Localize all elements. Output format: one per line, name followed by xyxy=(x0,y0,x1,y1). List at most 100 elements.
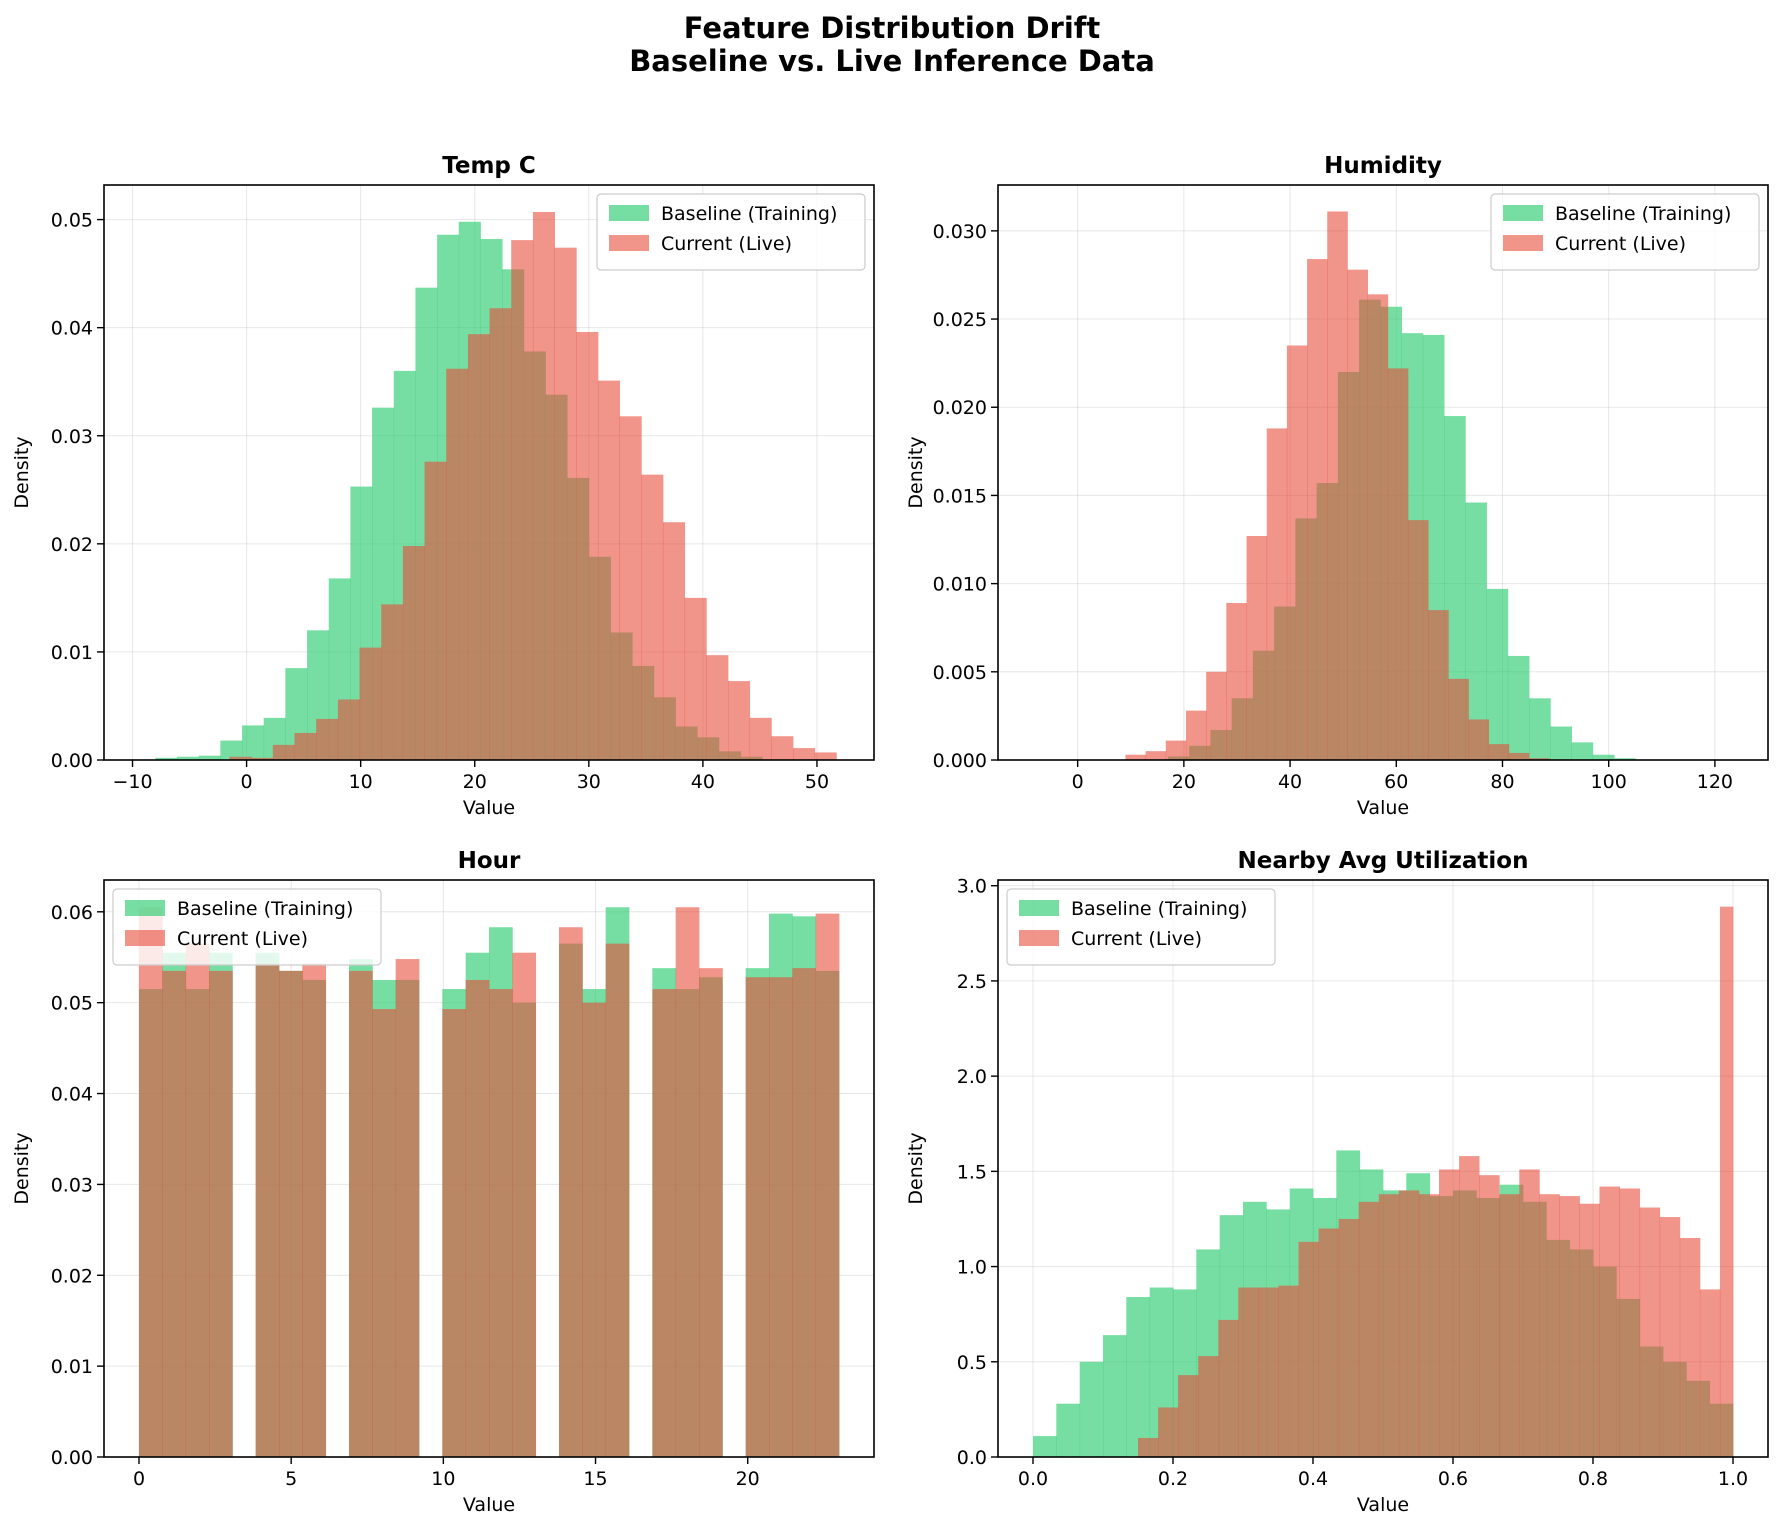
bar-current xyxy=(1298,1241,1319,1457)
bar-current xyxy=(1679,1238,1701,1457)
bars xyxy=(1125,211,1636,760)
x-tick-label: 15 xyxy=(583,1468,607,1490)
bar-current xyxy=(582,1002,607,1457)
bar-baseline xyxy=(1507,655,1530,760)
bar-current xyxy=(162,970,187,1457)
subplot-1: 0 20 40 60 80 100 120 0.000 0.005 0.010 0.015 0.020… xyxy=(905,153,1769,819)
bar-current xyxy=(1619,1188,1641,1457)
y-tick-label: 0.03 xyxy=(51,1174,93,1196)
bar-current xyxy=(294,732,317,760)
bar-current xyxy=(576,331,599,760)
bar-current xyxy=(1559,1196,1580,1457)
legend-swatch-current xyxy=(609,235,649,251)
legend-label-current: Current (Live) xyxy=(1071,928,1202,950)
x-tick-label: 20 xyxy=(463,771,487,793)
bar-current xyxy=(727,681,751,760)
x-tick-label: 0 xyxy=(133,1468,145,1490)
legend-label-current: Current (Live) xyxy=(177,928,308,950)
bar-current xyxy=(185,943,210,1457)
bar-current xyxy=(1367,294,1389,760)
bar-current xyxy=(1599,1186,1620,1457)
bar-baseline xyxy=(1550,726,1572,760)
y-tick-label: 0.00 xyxy=(51,750,93,772)
bar-baseline xyxy=(1033,1436,1057,1457)
y-tick-label: 0.02 xyxy=(51,1265,93,1287)
subplots: −10 0 10 20 30 40 500.000.010.020.030.040.05Te… xyxy=(11,153,1769,1516)
x-axis-label: Value xyxy=(1357,1494,1409,1516)
legend: Baseline (Training) Current (Live) xyxy=(1006,888,1276,966)
x-tick-label: 0 xyxy=(241,771,253,793)
subplot-3: 0.0 0.2 0.4 0.6 0.8 1.0 0.0 0.5 1.0 1.5 2.0 2.5 3.0 N… xyxy=(905,848,1769,1516)
x-axis-label: Value xyxy=(463,1494,515,1516)
bar-current xyxy=(349,970,373,1457)
bar-current xyxy=(605,943,630,1457)
bar-current xyxy=(1479,1175,1500,1457)
y-tick-label: 0.01 xyxy=(51,1356,93,1378)
bar-current xyxy=(559,927,583,1457)
bar-current xyxy=(1218,1319,1239,1457)
x-tick-label: 0.2 xyxy=(1158,1468,1188,1490)
bar-current xyxy=(1185,710,1207,760)
bar-current xyxy=(1158,1407,1179,1457)
x-tick-label: 30 xyxy=(577,771,601,793)
y-tick-label: 0.05 xyxy=(51,210,93,232)
y-tick-label: 0.005 xyxy=(933,662,987,684)
legend-box xyxy=(112,888,382,966)
y-tick-label: 3.0 xyxy=(957,876,987,898)
bar-current xyxy=(1699,1289,1721,1457)
bars xyxy=(155,212,837,760)
bar-baseline xyxy=(1056,1403,1081,1457)
bar-current xyxy=(512,952,537,1457)
bar-current xyxy=(255,963,280,1457)
bar-current xyxy=(1719,906,1734,1457)
bar-current xyxy=(465,979,490,1457)
bar-current xyxy=(489,989,513,1457)
bar-current xyxy=(554,247,577,760)
y-tick-label: 0.05 xyxy=(51,993,93,1015)
bar-current xyxy=(1138,1437,1159,1457)
bar-current xyxy=(1226,603,1247,760)
subplot-title: Temp C xyxy=(442,153,536,179)
bar-current xyxy=(1448,678,1469,760)
bar-current xyxy=(769,977,793,1457)
bar-current xyxy=(641,474,664,760)
bar-current xyxy=(1378,1194,1400,1457)
x-tick-label: 5 xyxy=(285,1468,297,1490)
subplot-title: Humidity xyxy=(1324,153,1442,179)
legend-label-current: Current (Live) xyxy=(1555,233,1686,255)
subplot-0: −10 0 10 20 30 40 50 0.00 0.01 0.02 0.03 0.04 0.05 Te… xyxy=(11,153,875,819)
bar-baseline xyxy=(1529,698,1551,760)
bar-current xyxy=(372,1009,397,1457)
axes-frame xyxy=(997,879,1769,1458)
axes-frame xyxy=(103,184,875,761)
subplot-title: Nearby Avg Utilization xyxy=(1238,848,1529,874)
bar-baseline xyxy=(198,755,221,760)
bar-current xyxy=(442,1009,467,1457)
bar-current xyxy=(1499,1194,1520,1457)
bar-current xyxy=(1327,211,1348,760)
bar-current xyxy=(652,989,677,1457)
axes-frame xyxy=(103,879,875,1458)
bar-current xyxy=(139,907,163,1457)
bar-current xyxy=(793,748,816,760)
figure-title-line2: Baseline vs. Live Inference Data xyxy=(629,44,1155,78)
bar-current xyxy=(1307,259,1328,760)
y-tick-label: 0.04 xyxy=(51,318,93,340)
bar-current xyxy=(1206,671,1227,760)
x-tick-label: 1.0 xyxy=(1718,1468,1748,1490)
x-tick-label: −10 xyxy=(112,771,152,793)
bar-current xyxy=(402,545,425,760)
bar-baseline xyxy=(1444,416,1466,760)
bar-current xyxy=(337,699,360,760)
bar-baseline xyxy=(1592,754,1615,760)
y-tick-label: 0.025 xyxy=(933,309,987,331)
legend: Baseline (Training) Current (Live) xyxy=(596,193,866,271)
bar-current xyxy=(684,597,707,760)
legend-swatch-baseline xyxy=(1019,900,1059,916)
y-axis-label: Density xyxy=(905,436,927,508)
bar-current xyxy=(489,308,512,760)
bar-baseline xyxy=(1465,502,1487,760)
legend-swatch-baseline xyxy=(609,205,649,221)
bar-current xyxy=(597,380,621,760)
